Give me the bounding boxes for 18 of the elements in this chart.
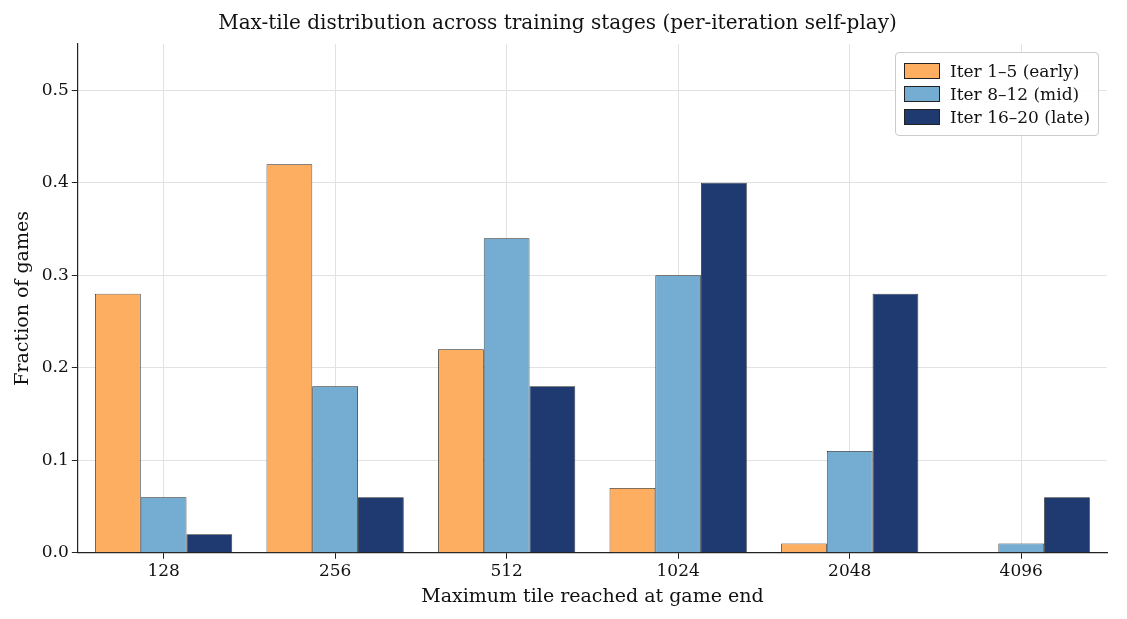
x-tick-label: 2048 [828, 560, 872, 581]
y-axis-title: Fraction of games [10, 211, 33, 386]
legend-label: Iter 8–12 (mid) [950, 84, 1080, 104]
x-tick-label: 128 [147, 560, 180, 581]
y-tick-label: 0.3 [41, 263, 69, 284]
x-tick-label: 1024 [656, 560, 700, 581]
x-tick-label: 256 [318, 560, 352, 581]
y-tick-label: 0.1 [41, 448, 69, 469]
y-tick-label: 0.4 [41, 171, 69, 192]
y-tick-label: 0.2 [41, 356, 69, 377]
legend-label: Iter 1–5 (early) [950, 61, 1080, 81]
x-tick-label: 4096 [999, 560, 1043, 581]
x-axis-title: Maximum tile reached at game end [421, 583, 764, 606]
y-tick-label: 0.0 [41, 541, 69, 562]
chart-title: Max-tile distribution across training stages (per-iteration self-play) [218, 10, 897, 35]
y-tick-label: 0.5 [41, 78, 69, 99]
x-tick-label: 512 [490, 560, 523, 581]
legend-label: Iter 16–20 (late) [950, 107, 1091, 127]
